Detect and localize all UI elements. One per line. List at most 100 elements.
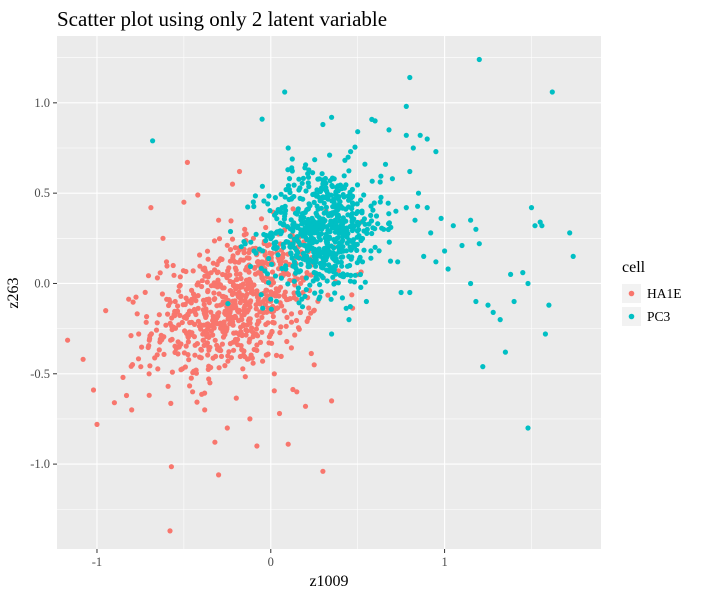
point-ha1e <box>185 339 191 345</box>
point-pc3 <box>278 209 284 215</box>
point-pc3 <box>415 190 422 196</box>
point-ha1e <box>254 312 260 318</box>
point-pc3 <box>373 213 380 219</box>
point-ha1e <box>243 277 250 283</box>
point-pc3 <box>382 161 389 167</box>
point-pc3 <box>288 250 294 256</box>
point-pc3 <box>309 215 315 221</box>
point-pc3 <box>433 149 439 155</box>
point-ha1e <box>250 334 256 340</box>
point-pc3 <box>318 289 324 295</box>
point-ha1e <box>192 352 198 358</box>
point-ha1e <box>191 334 197 340</box>
point-pc3 <box>324 188 330 194</box>
point-pc3 <box>398 289 404 296</box>
point-ha1e <box>169 327 175 333</box>
point-ha1e <box>169 336 175 342</box>
point-pc3 <box>333 189 339 195</box>
point-ha1e <box>240 366 246 372</box>
point-ha1e <box>198 347 205 353</box>
point-ha1e <box>144 314 150 320</box>
point-ha1e <box>258 216 265 222</box>
point-ha1e <box>199 283 205 290</box>
point-ha1e <box>292 332 298 338</box>
point-ha1e <box>217 302 223 308</box>
point-ha1e <box>167 320 173 326</box>
point-pc3 <box>340 248 346 254</box>
point-pc3 <box>286 176 293 182</box>
point-ha1e <box>236 168 243 175</box>
point-ha1e <box>228 218 234 224</box>
point-pc3 <box>324 267 330 273</box>
point-ha1e <box>183 295 189 301</box>
point-ha1e <box>229 291 235 298</box>
point-ha1e <box>232 259 238 265</box>
point-pc3 <box>352 144 358 150</box>
point-pc3 <box>278 191 284 197</box>
point-ha1e <box>254 288 260 294</box>
point-ha1e <box>288 345 294 351</box>
point-pc3 <box>303 275 309 281</box>
point-ha1e <box>123 392 130 399</box>
point-ha1e <box>232 245 238 251</box>
point-pc3 <box>337 242 344 248</box>
point-ha1e <box>211 296 217 302</box>
point-ha1e <box>186 329 193 335</box>
point-ha1e <box>172 298 178 305</box>
point-ha1e <box>254 342 260 348</box>
point-ha1e <box>222 330 228 336</box>
point-ha1e <box>214 342 220 348</box>
point-ha1e <box>284 314 290 320</box>
point-pc3 <box>386 127 392 133</box>
legend-label: PC3 <box>647 309 671 324</box>
point-pc3 <box>300 175 306 181</box>
point-ha1e <box>195 280 201 286</box>
point-pc3 <box>296 300 302 306</box>
point-pc3 <box>351 223 357 229</box>
point-ha1e <box>182 301 188 308</box>
point-pc3 <box>386 220 392 226</box>
point-pc3 <box>355 129 361 135</box>
point-ha1e <box>167 299 173 305</box>
x-tick-label: 1 <box>441 555 447 569</box>
point-ha1e <box>163 259 170 265</box>
point-pc3 <box>372 244 378 250</box>
point-pc3 <box>354 247 360 253</box>
point-pc3 <box>344 228 350 234</box>
point-ha1e <box>226 349 232 355</box>
point-pc3 <box>485 302 491 308</box>
point-ha1e <box>271 388 277 394</box>
point-pc3 <box>368 203 374 209</box>
point-ha1e <box>287 296 293 302</box>
point-ha1e <box>210 332 216 338</box>
point-ha1e <box>178 293 184 299</box>
point-ha1e <box>155 366 161 372</box>
point-ha1e <box>145 273 152 279</box>
point-ha1e <box>212 337 218 343</box>
point-pc3 <box>267 208 273 214</box>
point-ha1e <box>165 383 171 389</box>
point-ha1e <box>159 291 165 297</box>
point-pc3 <box>307 282 313 288</box>
point-ha1e <box>234 291 240 297</box>
point-pc3 <box>327 222 333 228</box>
point-pc3 <box>273 298 279 304</box>
point-ha1e <box>295 325 302 331</box>
point-ha1e <box>233 267 239 273</box>
point-ha1e <box>265 351 271 357</box>
point-pc3 <box>259 116 265 122</box>
point-pc3 <box>259 183 265 189</box>
point-ha1e <box>158 332 164 338</box>
point-pc3 <box>339 184 345 190</box>
point-pc3 <box>273 210 279 216</box>
point-ha1e <box>139 344 145 350</box>
point-pc3 <box>336 249 342 255</box>
point-ha1e <box>244 356 250 362</box>
point-pc3 <box>549 89 555 95</box>
point-pc3 <box>297 242 303 248</box>
point-ha1e <box>163 322 169 328</box>
point-pc3 <box>296 292 302 298</box>
point-ha1e <box>201 301 207 308</box>
point-pc3 <box>356 257 362 263</box>
point-pc3 <box>363 298 369 305</box>
